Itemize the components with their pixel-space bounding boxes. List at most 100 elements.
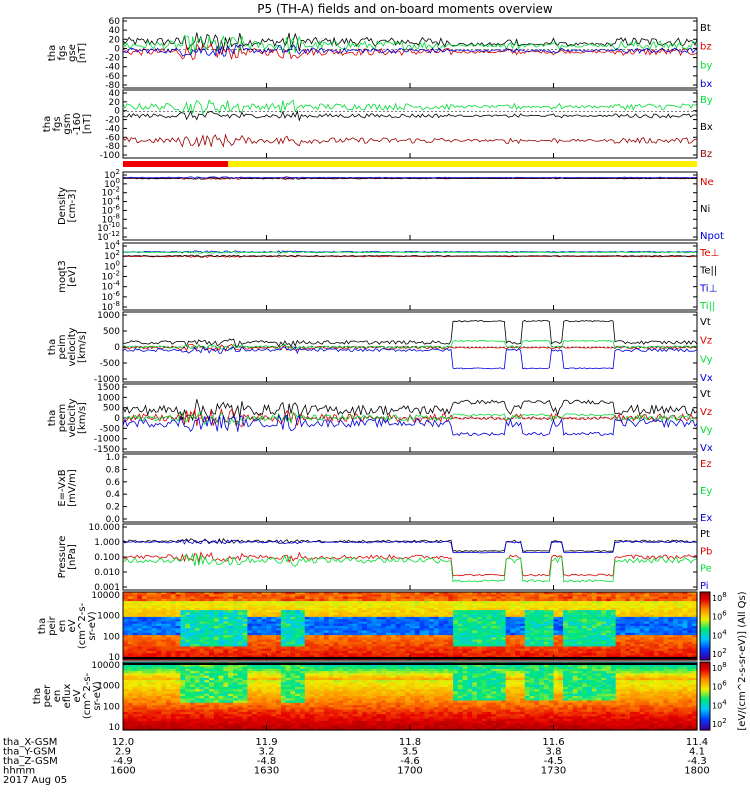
spectrogram-cell [529, 603, 535, 607]
spectrogram-cell [166, 720, 172, 724]
spectrogram-cell [649, 632, 655, 636]
spectrogram-cell [362, 639, 368, 643]
spectrogram-cell [213, 711, 220, 715]
spectrogram-cell [429, 650, 435, 654]
spectrogram-cell [395, 655, 401, 659]
spectrogram-cell [252, 637, 258, 641]
spectrogram-cell [567, 621, 574, 625]
spectrogram-cell [233, 637, 239, 641]
spectrogram-cell [276, 668, 282, 672]
spectrogram-cell [347, 635, 354, 638]
spectrogram-cell [285, 626, 291, 629]
spectrogram-cell [142, 696, 148, 699]
spectrogram-cell [419, 619, 425, 623]
spectrogram-cell [156, 711, 162, 715]
spectrogram-cell [687, 637, 693, 641]
spectrogram-cell [371, 632, 378, 636]
spectrogram-cell [414, 653, 421, 657]
spectrogram-cell [424, 623, 430, 627]
spectrogram-cell [127, 675, 134, 679]
spectrogram-cell [381, 644, 387, 647]
spectrogram-cell [563, 635, 569, 638]
spectrogram-cell [175, 623, 181, 627]
spectrogram-cell [529, 630, 535, 634]
spectrogram-cell [271, 598, 277, 602]
spectrogram-cell [663, 601, 669, 604]
spectrogram-cell [180, 668, 186, 672]
spectrogram-cell [280, 610, 287, 613]
spectrogram-cell [213, 714, 220, 717]
spectrogram-cell [319, 632, 325, 636]
spectrogram-cell [266, 639, 272, 643]
spectrogram-cell [520, 641, 526, 645]
spectrogram-cell [252, 646, 258, 650]
spectrogram-cell [161, 607, 167, 611]
spectrogram-cell [462, 610, 468, 613]
spectrogram-cell [539, 641, 545, 645]
spectrogram-cell [366, 614, 373, 618]
spectrogram-cell [185, 598, 191, 602]
spectrogram-cell [166, 689, 172, 693]
spectrogram-cell [280, 657, 287, 661]
spectrogram-cell [634, 616, 641, 620]
spectrogram-cell [218, 641, 225, 645]
spectrogram-cell [524, 648, 531, 652]
spectrogram-cell [677, 648, 684, 652]
spectrogram-cell [237, 619, 244, 623]
spectrogram-cell [142, 664, 148, 668]
spectrogram-cell [390, 594, 397, 598]
series-pressure-2 [122, 552, 698, 583]
spectrogram-cell [639, 614, 645, 618]
spectrogram-cell [644, 628, 650, 632]
spectrogram-cell [668, 621, 674, 625]
spectrogram-cell [194, 639, 201, 643]
spectrogram-cell [386, 657, 392, 661]
spectrogram-cell [448, 632, 454, 636]
spectrogram-cell [290, 605, 296, 609]
spectrogram-cell [204, 668, 210, 672]
spectrogram-cell [534, 601, 540, 604]
spectrogram-cell [137, 686, 143, 690]
spectrogram-cell [280, 705, 287, 708]
spectrogram-cell [625, 639, 631, 643]
spectrogram-cell [285, 705, 291, 708]
spectrogram-cell [132, 614, 138, 618]
spectrogram-cell [170, 632, 177, 636]
spectrogram-cell [223, 705, 229, 708]
spectrogram-cell [290, 698, 296, 702]
spectrogram-cell [185, 632, 191, 636]
spectrogram-cell [127, 677, 134, 681]
spectrogram-cell [123, 641, 129, 645]
spectrogram-cell [357, 601, 363, 604]
spectrogram-cell [448, 592, 454, 595]
spectrogram-cell [491, 621, 497, 625]
spectrogram-cell [314, 639, 320, 643]
spectrogram-cell [472, 598, 478, 602]
spectrogram-cell [543, 646, 550, 650]
spectrogram-cell [682, 598, 688, 602]
spectrogram-cell [266, 727, 272, 731]
spectrogram-cell [682, 628, 688, 632]
spectrogram-cell [304, 639, 311, 643]
spectrogram-cell [505, 596, 512, 600]
spectrogram-cell [285, 698, 291, 702]
spectrogram-cell [271, 680, 277, 683]
spectrogram-cell [634, 637, 641, 641]
spectrogram-cell [123, 682, 129, 686]
spectrogram-cell [658, 616, 665, 620]
spectrogram-cell [433, 650, 440, 654]
spectrogram-cell [127, 718, 134, 722]
spectrogram-cell [132, 637, 138, 641]
spectrogram-cell [677, 616, 684, 620]
spectrogram-cell [247, 592, 253, 595]
spectrogram-cell [587, 639, 593, 643]
spectrogram-cell [673, 628, 679, 632]
spectrogram-cell [127, 723, 134, 727]
spectrogram-cell [137, 698, 143, 702]
spectrogram-cell [233, 630, 239, 634]
y-tick-label: -100 [100, 151, 121, 161]
spectrogram-cell [137, 707, 143, 711]
spectrogram-cell [190, 727, 196, 731]
spectrogram-cell [156, 632, 162, 636]
spectrogram-cell [515, 650, 521, 654]
